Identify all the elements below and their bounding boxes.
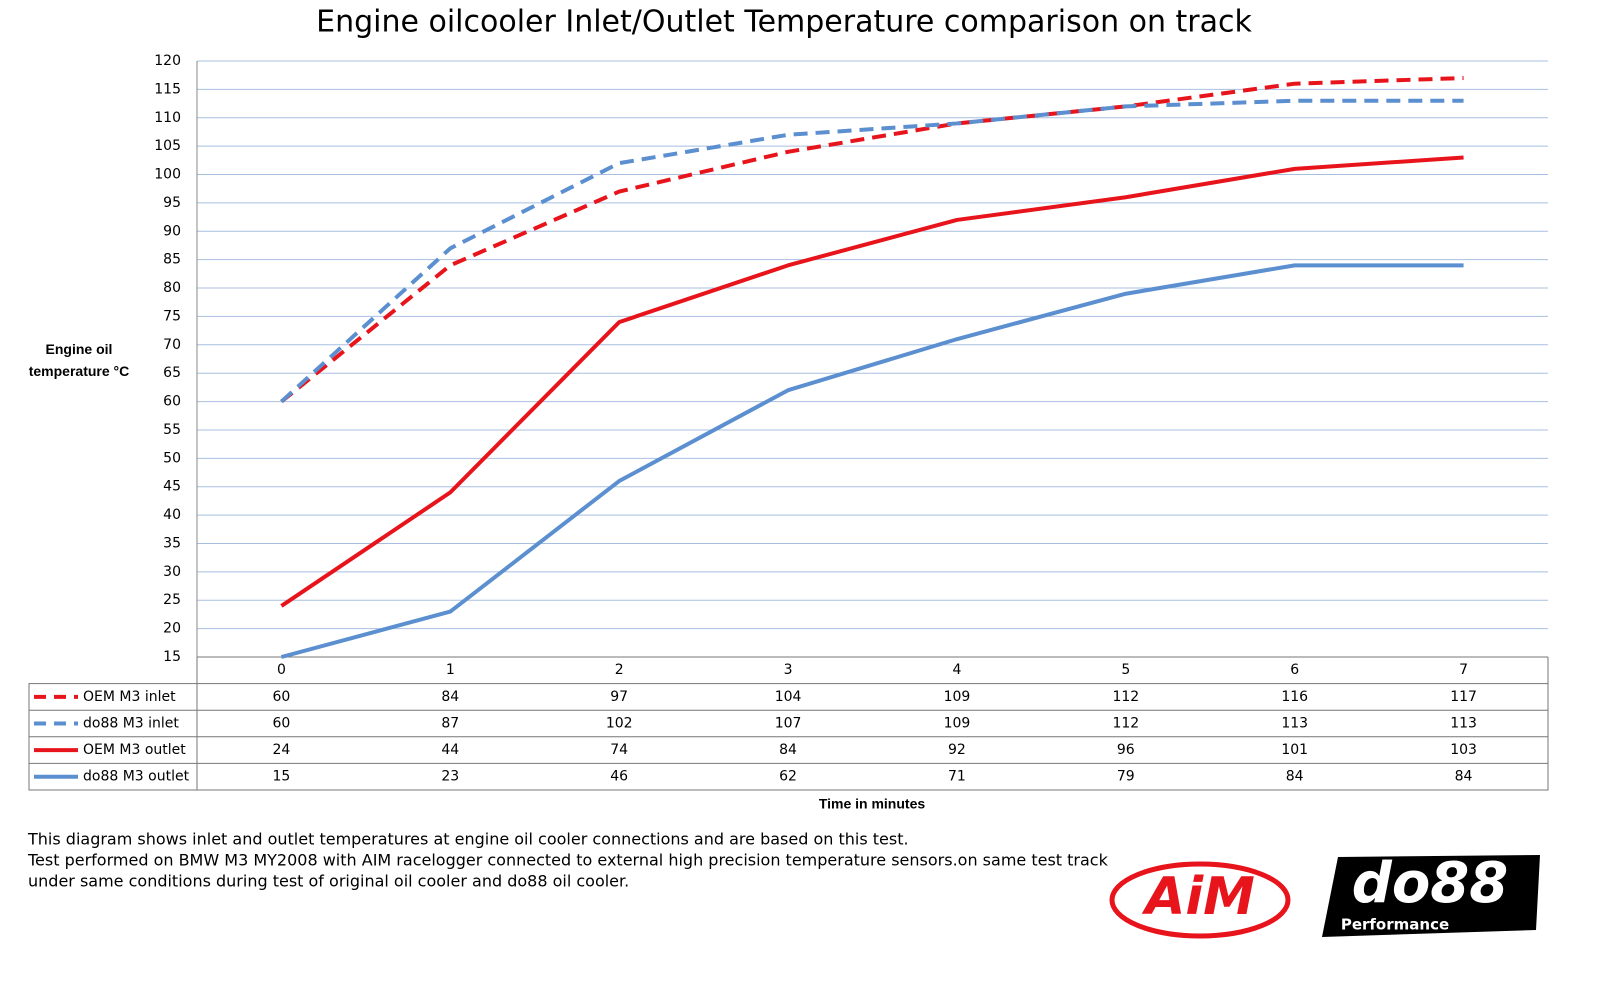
chart-title: Engine oilcooler Inlet/Outlet Temperatur… <box>316 5 1252 40</box>
y-tick-label: 50 <box>163 450 181 466</box>
x-tick-label: 3 <box>784 662 793 678</box>
table-cell: 84 <box>1286 769 1304 785</box>
y-tick-label: 100 <box>154 167 181 183</box>
y-tick-label: 55 <box>163 422 181 438</box>
legend-label: OEM M3 inlet <box>83 689 176 705</box>
x-axis-label: Time in minutes <box>819 796 926 812</box>
y-tick-label: 60 <box>163 394 181 410</box>
table-cell: 113 <box>1281 716 1308 732</box>
x-tick-label: 4 <box>952 662 961 678</box>
table-cell: 79 <box>1117 769 1135 785</box>
y-tick-label: 90 <box>163 223 181 239</box>
note-line: Test performed on BMW M3 MY2008 with AIM… <box>27 851 1109 870</box>
table-cell: 46 <box>610 769 628 785</box>
table-cell: 97 <box>610 689 628 705</box>
x-tick-label: 2 <box>615 662 624 678</box>
table-cell: 113 <box>1450 716 1477 732</box>
legend-label: do88 M3 outlet <box>83 769 190 785</box>
legend-label: OEM M3 outlet <box>83 742 186 758</box>
y-tick-label: 85 <box>163 252 181 268</box>
logo-text: AiM <box>1141 867 1255 927</box>
y-tick-label: 35 <box>163 535 181 551</box>
logo-text: Performance <box>1341 916 1449 934</box>
table-cell: 84 <box>779 742 797 758</box>
table-cell: 101 <box>1281 742 1308 758</box>
table-cell: 24 <box>273 742 291 758</box>
table-cell: 71 <box>948 769 966 785</box>
table-cell: 112 <box>1112 689 1139 705</box>
y-tick-label: 15 <box>163 649 181 665</box>
series-line <box>280 155 1464 608</box>
y-tick-label: 105 <box>154 138 181 154</box>
x-tick-label: 1 <box>446 662 455 678</box>
table-cell: 62 <box>779 769 797 785</box>
table-cell: 112 <box>1112 716 1139 732</box>
do88-logo: do88 Performance <box>1322 851 1540 937</box>
x-tick-label: 6 <box>1290 662 1299 678</box>
note-line: This diagram shows inlet and outlet temp… <box>27 830 909 849</box>
table-cell: 109 <box>944 716 971 732</box>
y-tick-label: 115 <box>154 81 181 97</box>
table-cell: 107 <box>775 716 802 732</box>
y-tick-label: 110 <box>154 110 181 126</box>
table-cell: 60 <box>273 716 291 732</box>
table-cell: 116 <box>1281 689 1308 705</box>
logo-box <box>1322 855 1540 937</box>
x-tick-label: 0 <box>277 662 286 678</box>
y-tick-label: 95 <box>163 195 181 211</box>
table-cell: 87 <box>441 716 459 732</box>
table-cell: 60 <box>273 689 291 705</box>
table-cell: 84 <box>441 689 459 705</box>
y-tick-label: 45 <box>163 479 181 495</box>
y-tick-label: 40 <box>163 507 181 523</box>
table-cell: 92 <box>948 742 966 758</box>
table-cell: 44 <box>441 742 459 758</box>
y-tick-label: 120 <box>154 53 181 69</box>
y-tick-label: 70 <box>163 337 181 353</box>
table-cell: 109 <box>944 689 971 705</box>
table-cell: 103 <box>1450 742 1477 758</box>
table-cell: 15 <box>273 769 291 785</box>
y-tick-label: 75 <box>163 308 181 324</box>
series-line <box>280 76 1464 404</box>
y-tick-label: 25 <box>163 592 181 608</box>
y-tick-label: 65 <box>163 365 181 381</box>
x-tick-label: 7 <box>1459 662 1468 678</box>
table-cell: 102 <box>606 716 633 732</box>
y-tick-label: 30 <box>163 564 181 580</box>
series-line <box>280 263 1464 659</box>
legend-label: do88 M3 inlet <box>83 716 179 732</box>
aim-logo: AiM <box>1109 861 1291 939</box>
table-cell: 23 <box>441 769 459 785</box>
logo-ring <box>1109 861 1291 939</box>
series-line <box>280 98 1464 404</box>
y-tick-label: 20 <box>163 621 181 637</box>
y-tick-label: 80 <box>163 280 181 296</box>
y-axis-label: Engine oil temperature °C <box>28 341 130 379</box>
table-cell: 74 <box>610 742 628 758</box>
logo-text: do88 <box>1352 851 1509 916</box>
x-tick-label: 5 <box>1121 662 1130 678</box>
table-cell: 96 <box>1117 742 1135 758</box>
table-cell: 104 <box>775 689 802 705</box>
note-line: under same conditions during test of ori… <box>28 872 629 891</box>
table-cell: 117 <box>1450 689 1477 705</box>
table-cell: 84 <box>1455 769 1473 785</box>
